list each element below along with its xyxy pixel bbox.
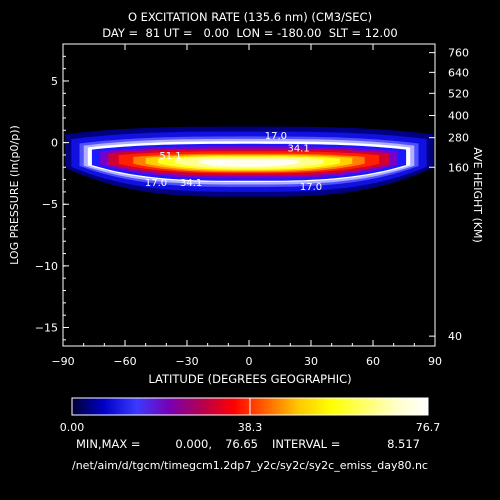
- contour-labels: 17.034.151.168.117.0 34.1 17.0: [145, 131, 322, 193]
- x-axis-label: LATITUDE (DEGREES GEOGRAPHIC): [148, 372, 351, 386]
- colorbar-mid-label: 38.3: [238, 421, 263, 434]
- contour-label: 68.1: [211, 158, 233, 169]
- height-tick-label: 640: [448, 66, 469, 79]
- height-tick-label: 400: [448, 109, 469, 122]
- x-tick-label: 90: [428, 355, 442, 368]
- y-tick-label: −10: [35, 260, 58, 273]
- x-tick-label: 30: [304, 355, 318, 368]
- y-axis: −15 −10 −5 0 5: [35, 43, 69, 341]
- contour-label: 34.1: [180, 178, 202, 189]
- chart-title: O EXCITATION RATE (135.6 nm) (CM3/SEC): [128, 10, 372, 24]
- contour-label: 51.1: [159, 151, 181, 162]
- file-path: /net/aim/d/tgcm/timegcm1.2dp7_y2c/sy2c/s…: [72, 459, 428, 472]
- height-axis: 760 640 520 400 280 160 40: [429, 47, 469, 343]
- y-tick-label: 5: [51, 75, 58, 88]
- max-value: 76.65: [225, 437, 258, 451]
- y-tick-label: −15: [35, 322, 58, 335]
- y-axis-label: LOG PRESSURE (ln(p0/p)): [8, 125, 21, 265]
- height-axis-label: AVE HEIGHT (KM): [471, 147, 484, 243]
- colorbar-min-label: 0.00: [60, 421, 85, 434]
- chart-subtitle: DAY = 81 UT = 0.00 LON = -180.00 SLT = 1…: [102, 26, 397, 40]
- min-value: 0.000,: [175, 437, 212, 451]
- x-tick-label: −30: [175, 355, 198, 368]
- height-tick-label: 280: [448, 132, 469, 145]
- contour-label: 34.1: [287, 144, 309, 155]
- interval-label: INTERVAL =: [272, 437, 340, 451]
- x-tick-label: 60: [366, 355, 380, 368]
- x-axis: −90 −60 −30 0 30 60 90: [51, 44, 442, 368]
- height-tick-label: 520: [448, 87, 469, 100]
- x-tick-label: −90: [51, 355, 74, 368]
- minmax-label: MIN,MAX =: [76, 437, 141, 451]
- plot-area: [63, 44, 435, 346]
- height-tick-label: 40: [448, 330, 462, 343]
- x-tick-label: 0: [246, 355, 253, 368]
- contour-label: 17.0: [300, 182, 322, 193]
- colorbar-max-label: 76.7: [416, 421, 441, 434]
- interval-value: 8.517: [387, 437, 420, 451]
- contour-label: 17.0: [145, 178, 167, 189]
- y-tick-label: −5: [42, 198, 58, 211]
- y-tick-label: 0: [51, 137, 58, 150]
- height-tick-label: 160: [448, 161, 469, 174]
- contour-label: 17.0: [265, 131, 287, 142]
- emission-band-13: [199, 159, 299, 167]
- x-tick-label: −60: [113, 355, 136, 368]
- height-tick-label: 760: [448, 47, 469, 60]
